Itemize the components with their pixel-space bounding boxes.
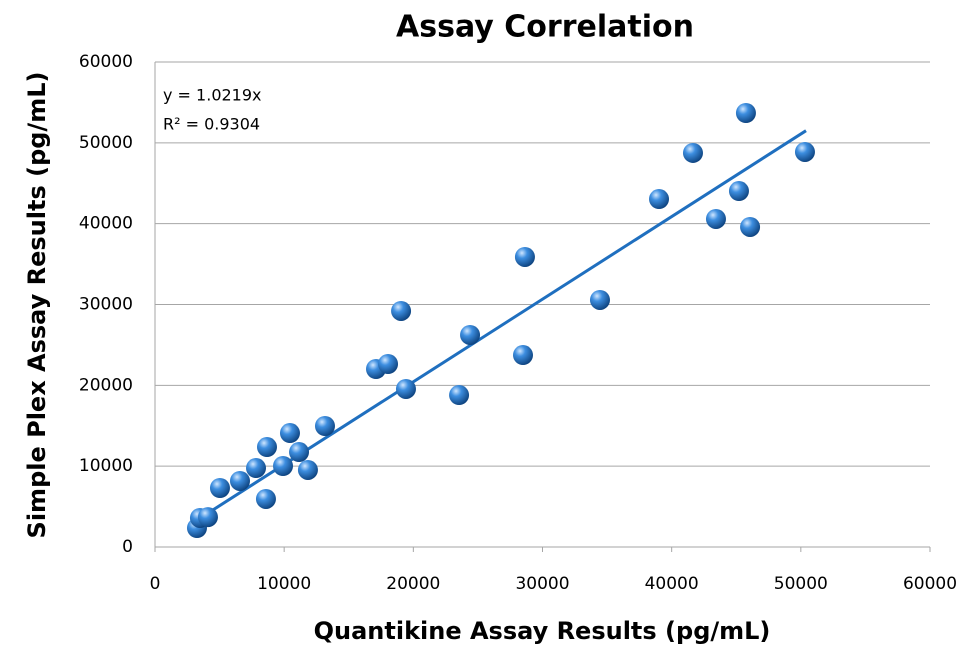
- point: [728, 181, 749, 202]
- x-tick-label: 50000: [774, 574, 828, 594]
- point: [682, 142, 703, 163]
- x-tick-label: 60000: [903, 574, 957, 594]
- point: [255, 488, 276, 509]
- y-axis-label: Simple Plex Assay Results (pg/mL): [23, 72, 51, 539]
- y-tick-label: 50000: [79, 133, 133, 153]
- trend-equation: y = 1.0219x: [163, 86, 262, 105]
- point: [209, 477, 230, 498]
- x-tick-label: 40000: [645, 574, 699, 594]
- x-tick-label: 20000: [386, 574, 440, 594]
- point: [460, 324, 481, 345]
- point: [449, 385, 470, 406]
- x-axis-label: Quantikine Assay Results (pg/mL): [314, 617, 771, 645]
- point: [378, 353, 399, 374]
- point: [273, 456, 294, 477]
- point: [735, 103, 756, 124]
- x-tick-label: 10000: [257, 574, 311, 594]
- y-tick-label: 10000: [79, 456, 133, 476]
- point: [705, 208, 726, 229]
- chart-title: Assay Correlation: [396, 10, 694, 45]
- y-tick-label: 30000: [79, 295, 133, 315]
- point: [197, 507, 218, 528]
- y-tick-label: 60000: [79, 52, 133, 72]
- point: [512, 345, 533, 366]
- x-tick-label: 30000: [515, 574, 569, 594]
- point: [229, 470, 250, 491]
- y-tick-label: 0: [122, 537, 133, 557]
- point: [740, 216, 761, 237]
- point: [314, 415, 335, 436]
- trend-r2: R² = 0.9304: [163, 115, 260, 134]
- point: [391, 300, 412, 321]
- point: [514, 246, 535, 267]
- point: [794, 141, 815, 162]
- point: [395, 378, 416, 399]
- point: [589, 289, 610, 310]
- point: [246, 458, 267, 479]
- y-tick-label: 40000: [79, 214, 133, 234]
- point: [256, 437, 277, 458]
- point: [289, 442, 310, 463]
- x-tick-label: 0: [150, 574, 161, 594]
- point: [297, 459, 318, 480]
- y-tick-label: 20000: [79, 375, 133, 395]
- point: [279, 423, 300, 444]
- point: [649, 189, 670, 210]
